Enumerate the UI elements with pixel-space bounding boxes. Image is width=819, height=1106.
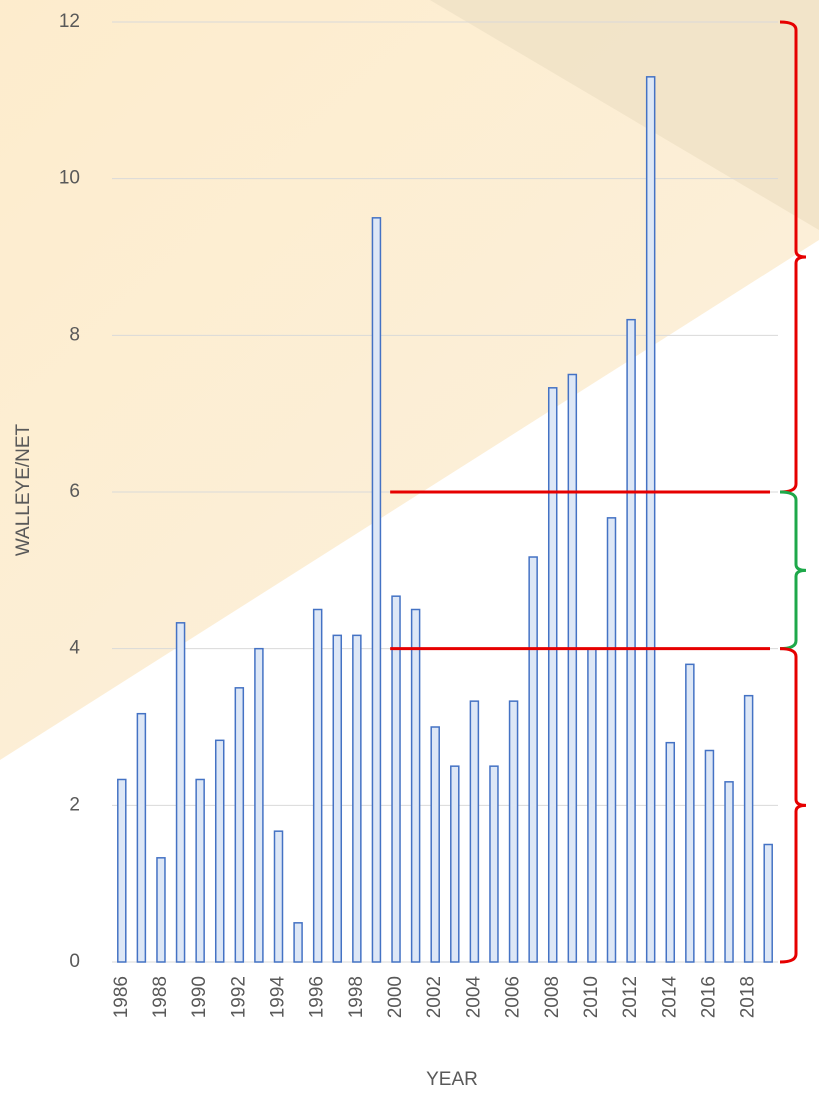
bar [136,712,147,963]
bar [214,739,225,963]
x-tick-label: 2000 [385,976,406,1018]
bracket [779,20,807,494]
bar [547,387,558,963]
bar [665,741,676,963]
bar [195,778,205,963]
x-tick-label: 1986 [111,976,132,1018]
bar [606,517,617,963]
x-tick-label: 2004 [463,976,484,1019]
y-tick-label: 2 [69,794,80,815]
y-tick-label: 0 [69,951,80,972]
x-tick-label: 2014 [659,976,680,1019]
x-tick-label: 1992 [228,976,249,1018]
bar [685,663,695,963]
bar [430,726,440,963]
bar [704,749,715,963]
bar [469,700,480,963]
x-tick-label: 2018 [738,976,759,1018]
bar [587,647,597,963]
bar [724,781,734,963]
bar [254,647,264,963]
bar [234,687,245,963]
background-shape [0,0,819,760]
y-tick-label: 8 [69,324,80,345]
x-axis-label: YEAR [426,1069,478,1090]
x-tick-label: 1996 [307,976,328,1018]
bar [743,694,754,963]
x-tick-label: 2006 [503,976,524,1018]
y-tick-label: 6 [69,481,80,502]
x-tick-label: 2016 [698,976,719,1018]
x-tick-label: 1994 [268,976,289,1019]
bar [450,765,460,963]
bar [626,318,636,963]
bracket [779,647,807,964]
bar [508,700,519,963]
x-tick-label: 2002 [424,976,445,1018]
bar [117,778,127,963]
bar [332,634,343,963]
x-tick-label: 1990 [189,976,210,1018]
y-axis-label: WALLEYE/NET [13,423,34,556]
background-shape [430,0,819,230]
x-tick-label: 1988 [150,976,171,1018]
bar [156,857,166,963]
y-tick-label: 12 [59,11,80,32]
bar [293,922,303,963]
x-tick-label: 2012 [620,976,641,1018]
bracket [779,490,807,651]
bar [489,765,499,963]
bar [763,843,773,963]
y-tick-label: 10 [59,168,80,189]
x-tick-label: 1998 [346,976,367,1018]
bar [371,217,382,963]
bar [312,608,323,963]
bar [410,608,421,963]
bar [273,830,284,963]
bar [528,556,538,963]
bar [175,622,186,963]
bar [352,634,362,963]
x-tick-label: 2008 [542,976,563,1018]
bar [567,373,578,963]
bar [645,76,656,963]
y-tick-label: 4 [69,638,80,659]
x-tick-label: 2010 [581,976,602,1018]
bar [391,595,401,963]
